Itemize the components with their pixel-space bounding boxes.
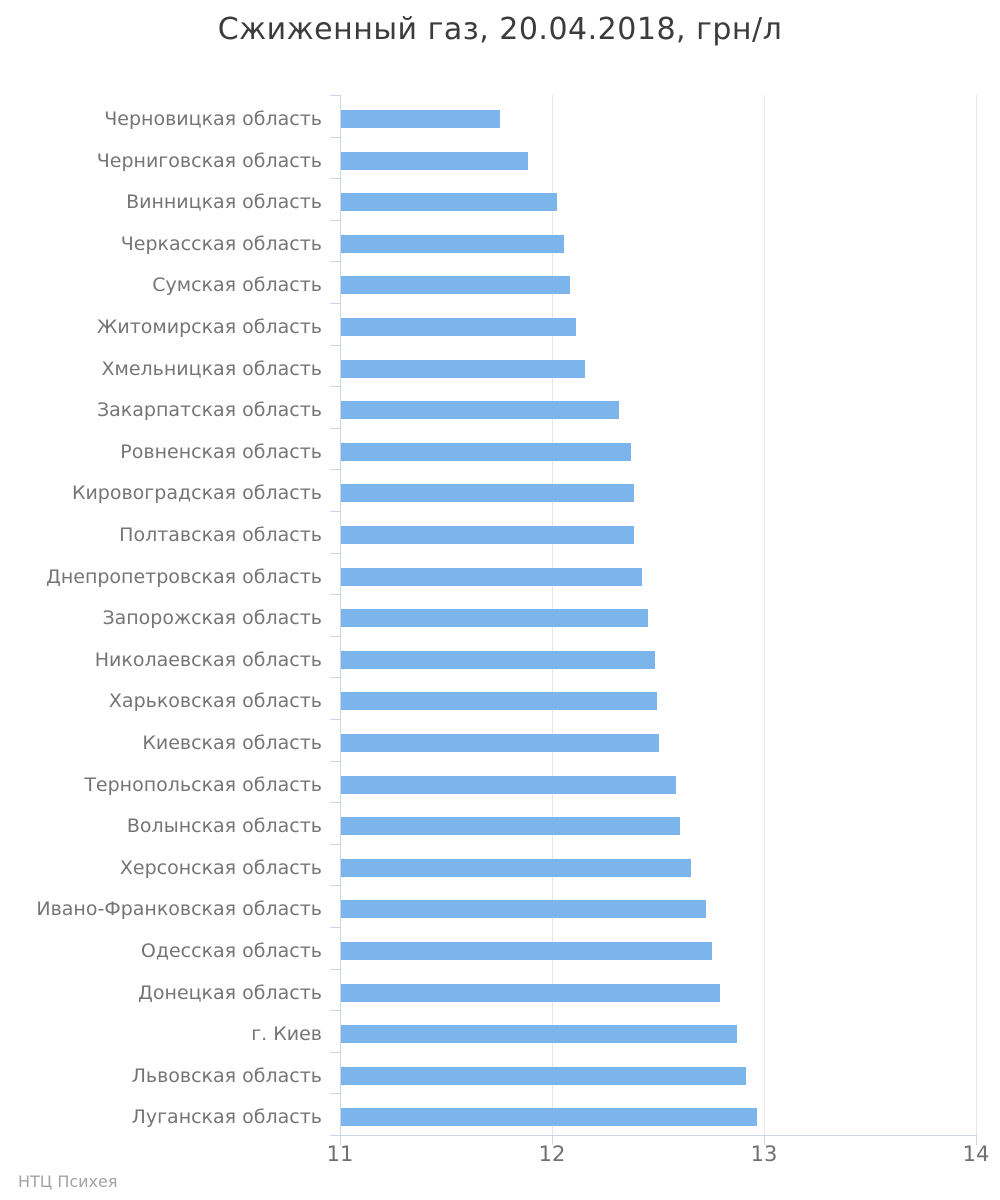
category-label: Николаевская область — [94, 649, 322, 671]
y-axis-tick — [330, 802, 340, 803]
x-axis-tick-label: 12 — [538, 1142, 566, 1166]
category-label: Сумская область — [152, 274, 322, 296]
y-axis-tick — [330, 428, 340, 429]
y-axis-line — [340, 95, 341, 1135]
y-axis-tick — [330, 386, 340, 387]
bar[interactable] — [341, 900, 706, 918]
bar[interactable] — [341, 401, 619, 419]
bar[interactable] — [341, 1108, 757, 1126]
category-label: Черновицкая область — [104, 108, 322, 130]
bar[interactable] — [341, 568, 642, 586]
category-label: Киевская область — [142, 732, 322, 754]
bar[interactable] — [341, 942, 712, 960]
bar[interactable] — [341, 776, 676, 794]
y-axis-tick — [330, 469, 340, 470]
category-label: Ивано-Франковская область — [36, 898, 322, 920]
bar[interactable] — [341, 318, 576, 336]
bar[interactable] — [341, 276, 570, 294]
category-label: Полтавская область — [119, 524, 322, 546]
y-axis-tick — [330, 677, 340, 678]
category-label: Черкасская область — [120, 233, 322, 255]
y-axis-tick — [330, 969, 340, 970]
y-axis-tick — [330, 137, 340, 138]
x-axis-tick — [764, 1135, 765, 1145]
x-axis-tick — [340, 1135, 341, 1145]
category-label: Луганская область — [131, 1106, 322, 1128]
bar[interactable] — [341, 235, 564, 253]
bar[interactable] — [341, 984, 720, 1002]
category-label: Волынская область — [126, 815, 322, 837]
category-label: Херсонская область — [119, 857, 322, 879]
bar[interactable] — [341, 484, 634, 502]
bar[interactable] — [341, 609, 648, 627]
x-axis-tick-label: 14 — [962, 1142, 990, 1166]
y-axis-tick — [330, 1010, 340, 1011]
x-axis-tick-label: 11 — [326, 1142, 354, 1166]
bar[interactable] — [341, 1067, 746, 1085]
category-label: Закарпатская область — [96, 399, 322, 421]
category-label: Черниговская область — [96, 150, 322, 172]
chart-title: Сжиженный газ, 20.04.2018, грн/л — [217, 12, 783, 47]
bar[interactable] — [341, 734, 659, 752]
bar[interactable] — [341, 526, 634, 544]
category-label: Кировоградская область — [71, 482, 322, 504]
category-label: Тернопольская область — [84, 774, 322, 796]
y-axis-tick — [330, 261, 340, 262]
gridline — [764, 95, 765, 1135]
bar[interactable] — [341, 443, 631, 461]
bar[interactable] — [341, 193, 557, 211]
category-label: Винницкая область — [126, 191, 322, 213]
y-axis-tick — [330, 636, 340, 637]
x-axis-line — [340, 1135, 977, 1136]
y-axis-tick — [330, 220, 340, 221]
y-axis-tick — [330, 885, 340, 886]
y-axis-tick — [330, 1135, 340, 1136]
y-axis-tick — [330, 511, 340, 512]
category-label: Ровненская область — [120, 441, 322, 463]
bar[interactable] — [341, 1025, 737, 1043]
y-axis-tick — [330, 844, 340, 845]
bar[interactable] — [341, 651, 655, 669]
y-axis-tick — [330, 719, 340, 720]
category-label: Львовская область — [131, 1065, 322, 1087]
x-axis-tick-label: 13 — [750, 1142, 778, 1166]
bar[interactable] — [341, 859, 691, 877]
bar[interactable] — [341, 692, 657, 710]
category-label: Харьковская область — [108, 690, 322, 712]
y-axis-tick — [330, 594, 340, 595]
y-axis-tick — [330, 761, 340, 762]
bar[interactable] — [341, 817, 680, 835]
bar[interactable] — [341, 360, 585, 378]
category-label: Одесская область — [140, 940, 322, 962]
x-axis-tick — [976, 1135, 977, 1145]
category-label: Днепропетровская область — [45, 566, 322, 588]
y-axis-tick — [330, 1052, 340, 1053]
category-label: Хмельницкая область — [101, 358, 322, 380]
y-axis-tick — [330, 553, 340, 554]
y-axis-tick — [330, 95, 340, 96]
y-axis-tick — [330, 178, 340, 179]
x-axis-tick — [552, 1135, 553, 1145]
category-label: г. Киев — [251, 1023, 322, 1045]
bar[interactable] — [341, 152, 528, 170]
watermark: НТЦ Психея — [18, 1172, 118, 1191]
y-axis-tick — [330, 345, 340, 346]
category-label: Запорожская область — [102, 607, 322, 629]
y-axis-tick — [330, 303, 340, 304]
y-axis-tick — [330, 1093, 340, 1094]
category-label: Житомирская область — [96, 316, 322, 338]
category-label: Донецкая область — [138, 982, 322, 1004]
gridline — [976, 95, 977, 1135]
bar[interactable] — [341, 110, 500, 128]
y-axis-tick — [330, 927, 340, 928]
